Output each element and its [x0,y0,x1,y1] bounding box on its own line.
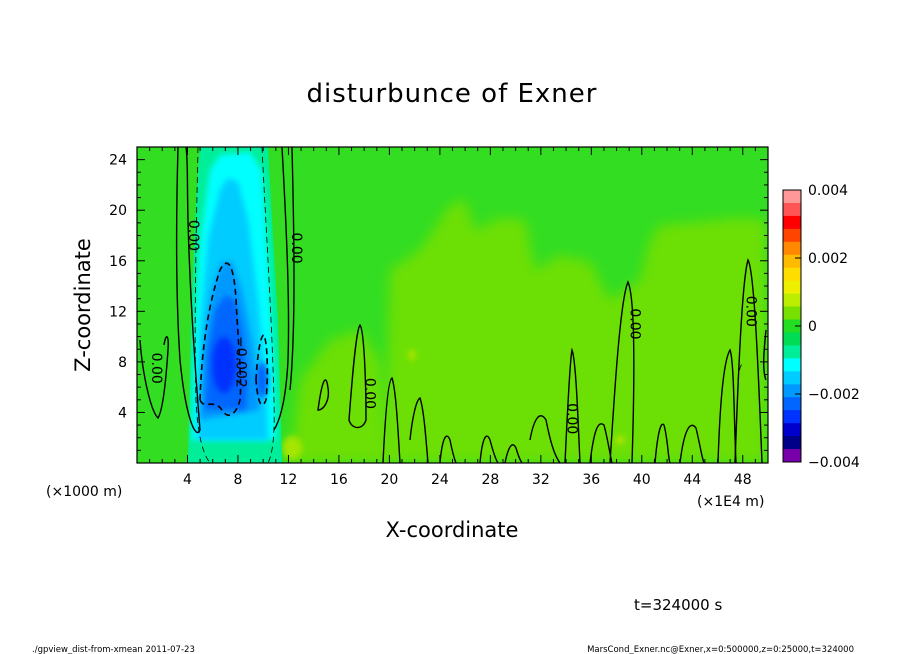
y-tick-label: 16 [109,254,127,270]
colorbar-swatch [783,293,801,308]
x-tick-label: 32 [532,472,550,488]
x-tick-label: 28 [481,472,499,488]
colorbar-swatch [783,319,801,333]
x-tick-label: 40 [633,472,651,488]
x-multiplier-label: (×1E4 m) [697,494,764,510]
colorbar-swatch [783,397,801,411]
colorbar-swatch [783,228,801,243]
colorbar-swatch [783,449,801,463]
x-tick-label: 4 [183,472,192,488]
zero-contours [139,147,767,463]
colorbar-tick-label: 0 [808,319,817,335]
contour-label: 0.00 [626,308,642,339]
colorbar-swatch [783,241,801,256]
colorbar-swatch [783,190,801,204]
time-label: t=324000 s [634,596,722,614]
colorbar-swatch [783,215,801,230]
x-axis-label: X-coordinate [386,518,519,542]
colorbar-swatch [783,332,801,346]
x-tick-label: 24 [431,472,449,488]
y-tick-label: 4 [118,405,127,421]
plot-area: 0.00 0.00 −0.002 0.00 0.00 0.00 0.00 0.00 [136,146,769,464]
x-axis: 4 8 12 16 20 24 28 32 36 40 44 48 [149,147,756,488]
colorbar-swatch [783,436,801,450]
contour-label: −0.002 [233,336,249,388]
contour-label: 0.00 [148,353,164,384]
colorbar-tick-label: −0.002 [808,387,860,403]
x-tick-label: 44 [683,472,701,488]
contour-label: 0.00 [563,403,579,434]
colorbar-swatch [783,345,801,359]
x-tick-label: 12 [280,472,298,488]
x-tick-label: 20 [380,472,398,488]
y-tick-label: 12 [109,304,127,320]
colorbar-swatch [783,384,801,398]
contour-label: 0.00 [288,233,304,264]
colorbar-swatch [783,423,801,437]
x-tick-label: 48 [734,472,752,488]
negative-contours [194,147,744,463]
y-tick-label: 8 [118,355,127,371]
colorbar-swatch [783,202,801,217]
colorbar-tick-label: 0.002 [808,251,848,267]
negative-regions [188,147,282,463]
colorbar: 0.004 0.002 0 −0.002 −0.004 [782,183,860,471]
colorbar-swatch [783,267,801,282]
colorbar-swatch [783,306,801,321]
colorbar-tick-label: 0.004 [808,183,848,199]
strong-positive-spots [282,349,625,460]
chart-title: disturbunce of Exner [307,79,598,109]
x-unit-label: (×1000 m) [46,484,122,500]
x-tick-label: 36 [582,472,600,488]
footer-left: ./gpview_dist-from-xmean 2011-07-23 [32,645,195,654]
colorbar-swatch [783,410,801,424]
contour-label: 0.00 [361,378,377,409]
colorbar-tick-label: −0.004 [808,455,860,471]
colorbar-swatch [783,371,801,385]
x-tick-label: 8 [233,472,242,488]
y-axis: 4 8 12 16 20 24 [109,153,768,451]
colorbar-swatch [783,358,801,372]
y-axis-label: Z-coordinate [71,238,95,372]
footer-right: MarsCond_Exner.nc@Exner,x=0:500000,z=0:2… [587,645,854,654]
colorbar-swatch [783,280,801,295]
y-tick-label: 20 [109,203,127,219]
contour-labels: 0.00 0.00 −0.002 0.00 0.00 0.00 0.00 0.00 [148,220,758,434]
colorbar-swatch [783,254,801,269]
x-tick-label: 16 [330,472,348,488]
positive-regions [290,200,766,463]
y-tick-label: 24 [109,153,127,169]
contour-label: 0.00 [743,296,759,327]
contour-label: 0.00 [185,220,201,251]
